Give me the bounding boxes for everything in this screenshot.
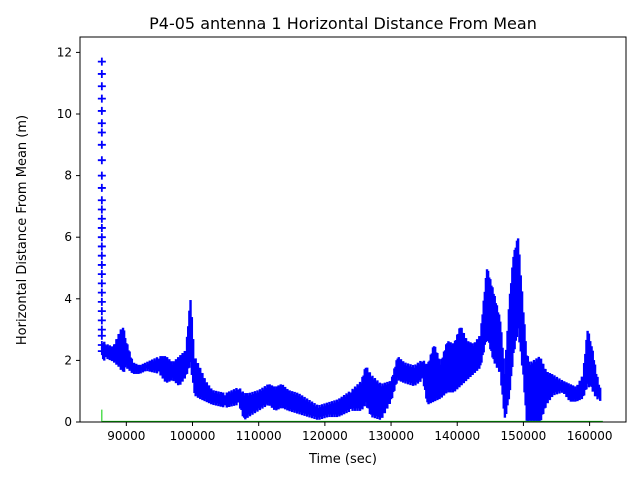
data-point bbox=[97, 270, 106, 279]
data-point bbox=[97, 119, 106, 128]
data-point bbox=[97, 279, 106, 288]
x-axis-label: Time (sec) bbox=[308, 452, 377, 467]
y-tick-label: 10 bbox=[57, 107, 72, 121]
x-axis: 90000 100000 110000 120000 130000 140000 15000… bbox=[107, 422, 613, 443]
data-point bbox=[97, 233, 106, 242]
data-point bbox=[97, 69, 106, 78]
data-point bbox=[97, 57, 106, 66]
y-tick-label: 0 bbox=[64, 415, 72, 429]
chart-title: P4-05 antenna 1 Horizontal Distance From… bbox=[149, 14, 537, 33]
y-tick-label: 12 bbox=[57, 45, 72, 59]
x-tick-label: 100000 bbox=[170, 429, 216, 443]
data-point bbox=[97, 106, 106, 115]
y-tick-label: 6 bbox=[64, 230, 72, 244]
data-point bbox=[97, 82, 106, 91]
data-point bbox=[97, 307, 106, 316]
data-point bbox=[97, 251, 106, 260]
x-tick-label: 150000 bbox=[501, 429, 547, 443]
y-tick-label: 4 bbox=[64, 292, 72, 306]
y-axis: 0 2 4 6 8 10 12 bbox=[57, 45, 80, 429]
data-point bbox=[97, 94, 106, 103]
data-point bbox=[97, 183, 106, 192]
plot-area bbox=[97, 57, 603, 422]
data-point bbox=[97, 214, 106, 223]
x-tick-label: 160000 bbox=[567, 429, 613, 443]
data-point bbox=[97, 297, 106, 306]
data-point bbox=[97, 316, 106, 325]
data-point bbox=[97, 223, 106, 232]
x-tick-label: 90000 bbox=[107, 429, 145, 443]
data-point bbox=[97, 205, 106, 214]
data-point bbox=[97, 196, 106, 205]
y-tick-label: 2 bbox=[64, 353, 72, 367]
x-tick-label: 120000 bbox=[302, 429, 348, 443]
data-point bbox=[97, 242, 106, 251]
data-point bbox=[97, 140, 106, 149]
y-axis-label: Horizontal Distance From Mean (m) bbox=[15, 115, 30, 345]
x-tick-label: 140000 bbox=[434, 429, 480, 443]
x-tick-label: 130000 bbox=[368, 429, 414, 443]
data-point bbox=[97, 171, 106, 180]
plot-frame bbox=[79, 36, 627, 423]
plot-marks bbox=[97, 57, 603, 422]
data-point bbox=[97, 128, 106, 137]
data-point bbox=[97, 156, 106, 165]
x-tick-label: 110000 bbox=[236, 429, 282, 443]
data-point bbox=[97, 331, 106, 340]
data-point bbox=[97, 260, 106, 269]
y-tick-label: 8 bbox=[64, 169, 72, 183]
data-point bbox=[97, 288, 106, 297]
data-point bbox=[97, 347, 106, 356]
